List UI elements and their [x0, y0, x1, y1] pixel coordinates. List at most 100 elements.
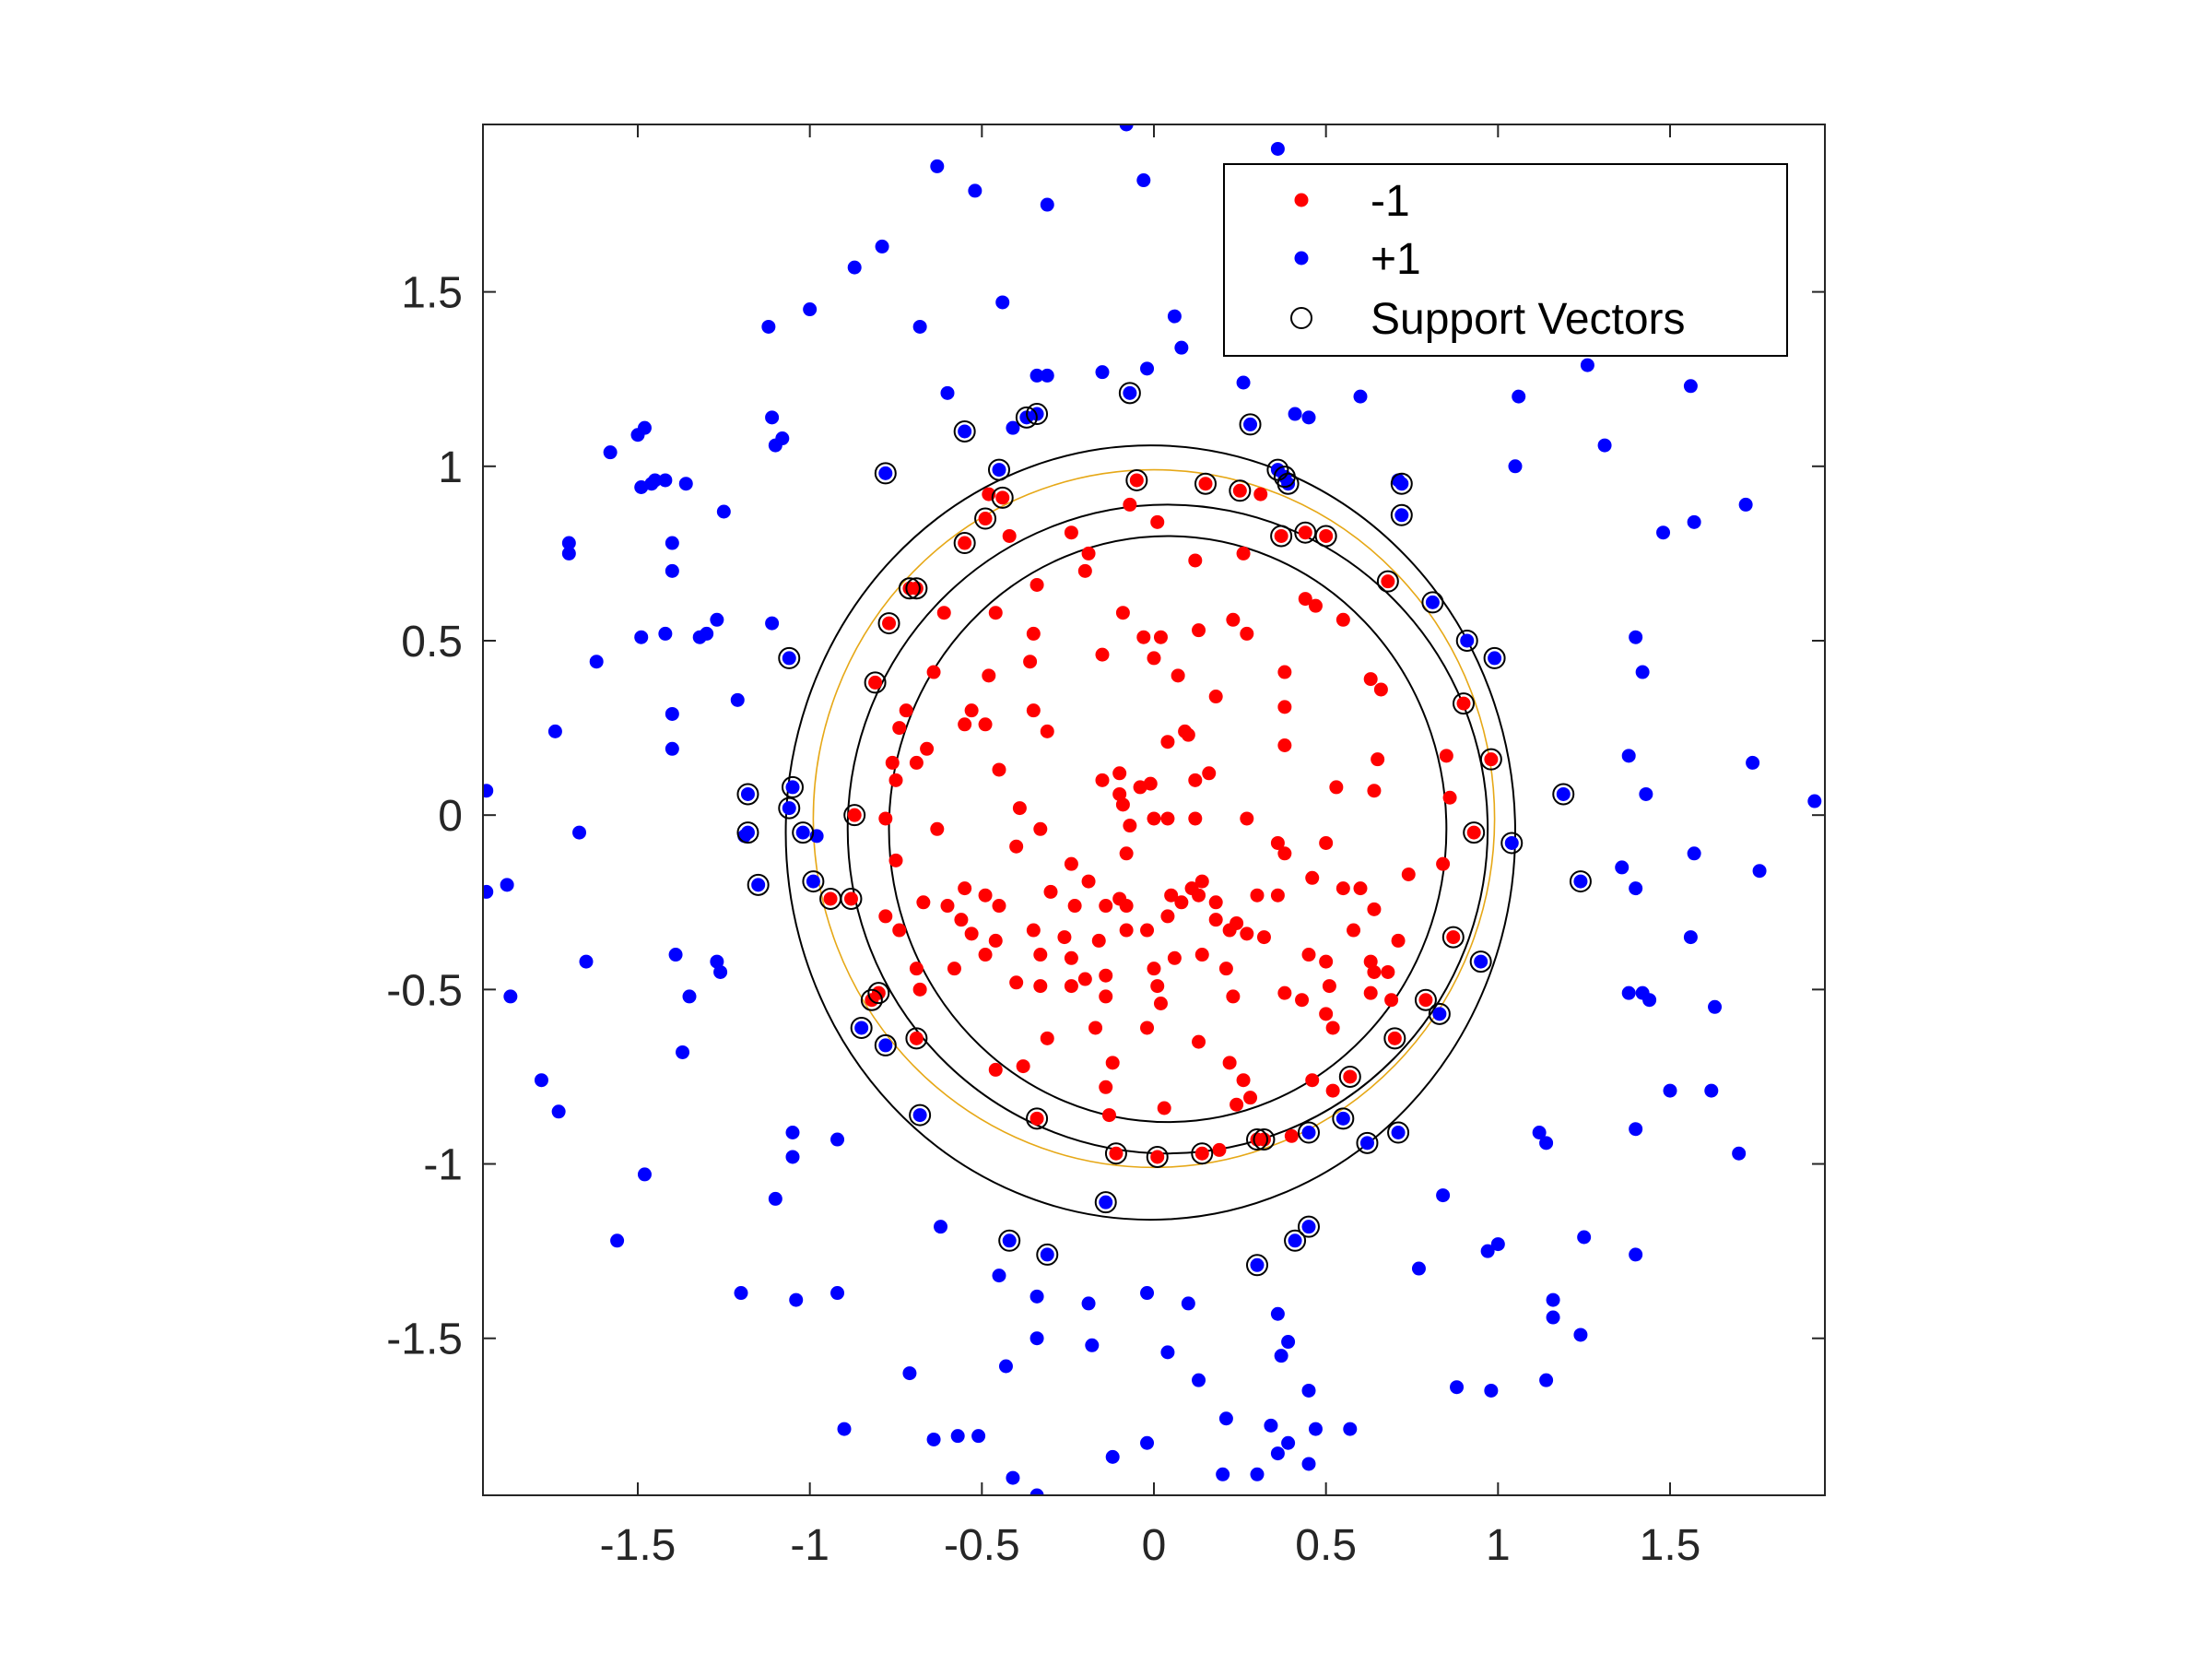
point-neg	[1371, 752, 1385, 767]
point-pos	[1621, 749, 1636, 763]
point-neg	[1222, 923, 1237, 938]
point-pos	[1270, 141, 1285, 156]
point-neg	[936, 606, 951, 620]
y-tick-label: -0.5	[386, 966, 463, 1015]
point-pos	[1281, 1435, 1296, 1450]
point-pos	[579, 954, 594, 969]
point-pos	[1480, 1244, 1495, 1258]
point-pos	[1460, 633, 1475, 648]
point-neg	[1274, 528, 1288, 543]
point-neg	[1150, 979, 1165, 994]
point-neg	[1150, 1150, 1165, 1164]
point-neg	[1153, 630, 1168, 644]
point-neg	[1322, 979, 1336, 994]
point-pos	[1288, 407, 1302, 421]
point-neg	[1253, 487, 1268, 502]
point-neg	[899, 703, 913, 718]
point-neg	[1319, 835, 1334, 850]
legend-label: +1	[1371, 235, 1421, 284]
point-pos	[658, 626, 673, 641]
point-pos	[995, 295, 1010, 310]
point-neg	[1218, 962, 1233, 976]
point-neg	[885, 755, 900, 770]
point-pos	[737, 829, 752, 844]
point-neg	[892, 721, 907, 736]
support-vector-marker	[1455, 629, 1478, 652]
point-neg	[1119, 899, 1134, 914]
point-neg	[912, 982, 927, 997]
point-neg	[1077, 563, 1092, 578]
point-pos	[1642, 993, 1657, 1008]
support-vector-marker	[1441, 926, 1465, 949]
support-vector-marker	[898, 577, 921, 600]
point-pos	[682, 989, 697, 1004]
point-pos	[785, 780, 800, 795]
point-neg	[1105, 1056, 1120, 1070]
point-neg	[1230, 1097, 1244, 1112]
point-pos	[1807, 794, 1822, 808]
point-pos	[1450, 1380, 1465, 1395]
point-pos	[875, 239, 889, 254]
point-neg	[1188, 811, 1203, 826]
support-vector-marker	[1332, 1107, 1355, 1130]
point-pos	[665, 706, 679, 721]
support-vector-marker	[1356, 1131, 1379, 1154]
support-vector-markers	[736, 382, 1592, 1277]
point-pos	[971, 1429, 986, 1444]
point-neg	[1188, 553, 1203, 568]
point-pos	[1270, 1446, 1285, 1461]
support-vector-marker	[1500, 832, 1524, 855]
point-neg	[1009, 975, 1024, 990]
point-neg	[1335, 612, 1350, 627]
support-vector-marker	[747, 873, 770, 896]
point-neg	[1147, 962, 1161, 976]
point-pos	[1629, 881, 1643, 896]
point-neg	[1367, 964, 1382, 979]
point-neg	[1099, 899, 1113, 914]
support-vector-marker	[905, 577, 928, 600]
point-pos	[1474, 954, 1488, 969]
point-neg	[1167, 950, 1182, 965]
point-pos	[1160, 1345, 1175, 1360]
point-pos	[795, 825, 810, 840]
point-pos	[761, 319, 776, 334]
point-neg	[909, 962, 924, 976]
support-vector-marker	[782, 775, 804, 798]
point-neg	[930, 821, 945, 836]
support-vector-marker	[1026, 403, 1049, 426]
point-pos	[1546, 1292, 1560, 1307]
point-neg	[1308, 598, 1323, 613]
support-vector-marker	[1191, 1142, 1214, 1165]
support-vector-marker	[1414, 988, 1437, 1011]
point-neg	[1353, 881, 1368, 896]
point-neg	[1101, 1108, 1116, 1123]
point-neg	[1439, 749, 1453, 763]
point-neg	[1099, 968, 1113, 983]
point-pos	[1218, 1411, 1233, 1426]
point-pos	[1508, 459, 1523, 474]
point-neg	[1067, 899, 1082, 914]
point-pos	[1243, 417, 1258, 431]
point-neg	[978, 888, 993, 903]
point-neg	[1418, 993, 1433, 1008]
point-pos	[561, 536, 576, 550]
point-neg	[926, 665, 941, 679]
point-pos	[803, 302, 818, 317]
point-neg	[888, 853, 903, 867]
support-vector-marker	[1284, 1229, 1307, 1252]
point-neg	[988, 1062, 1003, 1077]
point-neg	[1123, 497, 1137, 512]
point-pos	[1030, 368, 1044, 383]
point-neg	[1202, 766, 1217, 781]
point-pos	[734, 1286, 748, 1301]
point-neg	[1095, 773, 1110, 787]
point-neg	[1181, 727, 1195, 742]
point-neg	[909, 581, 924, 596]
support-vector-marker	[998, 1229, 1021, 1252]
legend-box	[1223, 163, 1788, 357]
point-neg	[1387, 1031, 1402, 1045]
point-neg	[1240, 926, 1254, 941]
point-neg	[1436, 856, 1451, 871]
x-tick-label: 1	[1486, 1521, 1511, 1570]
point-neg	[888, 773, 903, 787]
